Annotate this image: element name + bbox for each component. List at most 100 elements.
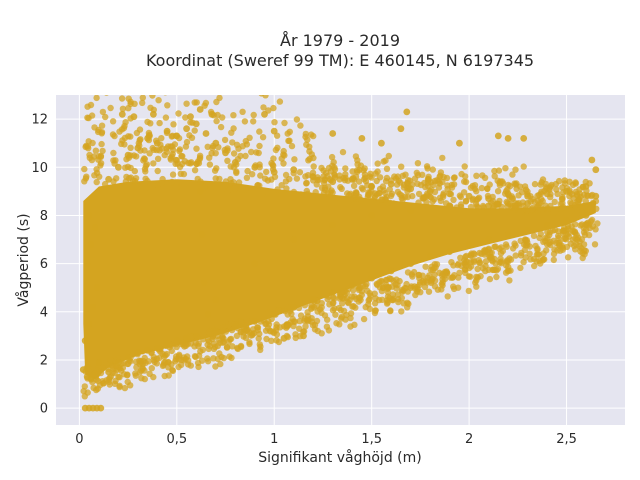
scatter-point-filler [414,171,422,179]
scatter-point-filler [82,175,90,182]
y-tick-label: 6 [40,257,48,272]
scatter-point-filler [150,160,157,167]
y-tick-label: 8 [40,209,48,224]
scatter-point-filler [311,326,319,333]
scatter-point-filler [168,87,174,93]
scatter-point [329,289,337,296]
scatter-point [426,253,434,260]
scatter-point-filler [432,264,439,271]
scatter-point [407,185,415,193]
scatter-point [150,110,157,118]
scatter-point [134,349,142,357]
scatter-point-filler [131,167,138,175]
scatter-point-filler [409,192,416,200]
scatter-point-filler [567,207,575,214]
scatter-point-filler [457,254,464,261]
scatter-point-filler [394,281,401,289]
scatter-point [446,248,453,256]
scatter-point-filler [434,286,442,293]
scatter-point [95,359,103,366]
scatter-point-filler [417,181,425,189]
scatter-point-filler [113,175,120,182]
scatter-point-filler [273,331,281,338]
scatter-point-filler [217,123,225,131]
scatter-point-filler [336,176,343,183]
scatter-point [200,279,208,287]
scatter-point-filler [263,335,270,343]
scatter-point-filler [81,165,88,173]
scatter-point-filler [209,335,216,343]
scatter-point-filler [169,171,177,178]
y-tick-label: 2 [40,353,48,368]
scatter-point-filler [99,108,107,116]
scatter-point-filler [301,302,309,309]
scatter-point-filler [396,191,403,198]
scatter-point [198,231,206,239]
scatter-point-filler [347,314,354,322]
scatter-point-filler [358,288,366,295]
scatter-point [183,334,191,342]
scatter-point-filler [326,193,333,201]
scatter-point-filler [316,176,323,183]
scatter-point [153,344,161,352]
scatter-point-filler [511,240,518,247]
scatter-point-filler [585,231,593,239]
scatter-point-filler [127,98,134,106]
scatter-point-filler [498,244,505,251]
scatter-point-filler [304,136,311,143]
scatter-point-filler [98,122,106,129]
scatter-point-filler [133,153,140,160]
scatter-point-filler [280,160,287,167]
scatter-point-filler [470,250,477,257]
scatter-point-filler [183,138,191,146]
scatter-point-filler [84,143,92,150]
scatter-point-filler [342,165,349,172]
scatter-point-filler [461,163,468,170]
scatter-point-filler [372,307,379,314]
scatter-point-filler [260,317,267,324]
scatter-point [83,260,91,267]
scatter-point-filler [536,234,543,242]
scatter-point-filler [375,296,383,304]
scatter-point-filler [481,174,489,181]
scatter-point-filler [94,377,102,385]
scatter-point-filler [371,194,378,201]
scatter-point-filler [213,117,220,125]
scatter-point-filler [589,200,597,208]
scatter-point-filler [158,180,165,187]
scatter-point-filler [209,144,216,152]
scatter-point-filler [167,179,175,187]
scatter-point-filler [268,337,275,344]
scatter-point-filler [284,130,291,137]
scatter-point [407,260,415,267]
scatter-point-filler [133,129,141,137]
scatter-point [212,139,220,147]
scatter-point-filler [111,132,118,140]
scatter-point-filler [378,287,386,295]
scatter-point-filler [326,301,333,308]
scatter-point-filler [347,310,355,317]
scatter-point-filler [150,353,157,361]
scatter-point-filler [323,323,331,330]
scatter-point [134,144,142,152]
scatter-point-filler [188,134,196,141]
scatter-point-filler [517,264,524,272]
scatter-point-filler [99,147,106,155]
scatter-point [212,296,220,304]
scatter-point-filler [139,99,146,107]
scatter-point-filler [176,163,184,171]
scatter-point-filler [564,254,572,261]
scatter-point-filler [421,283,429,291]
scatter-point-filler [457,201,465,208]
scatter-point [504,231,512,239]
scatter-point-filler [310,163,317,170]
scatter-point-filler [239,143,246,150]
scatter-point-filler [513,185,520,192]
scatter-point-filler [502,165,509,172]
scatter-point-filler [486,275,494,283]
scatter-point-filler [235,179,243,186]
scatter-point-filler [563,236,570,243]
scatter-point-filler [385,152,392,160]
scatter-point-filler [383,174,391,182]
scatter-point-filler [330,159,337,166]
